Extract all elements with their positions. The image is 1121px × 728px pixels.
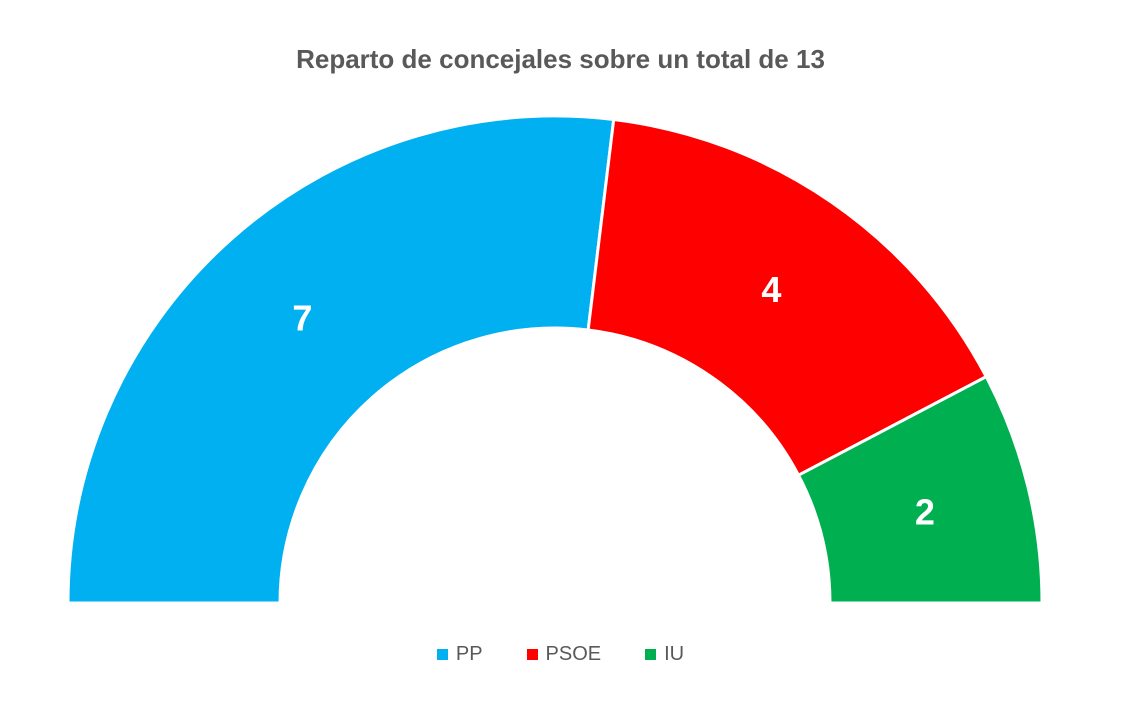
legend-item-pp: PP — [436, 643, 483, 666]
data-label-pp: 7 — [292, 297, 312, 338]
slice-pp — [66, 114, 616, 605]
legend-swatch — [436, 649, 448, 660]
data-label-iu: 2 — [915, 491, 935, 532]
data-label-psoe: 4 — [761, 269, 781, 310]
chart-title: Reparto de concejales sobre un total de … — [296, 44, 825, 74]
legend-label: IU — [664, 643, 685, 665]
legend-swatch — [645, 649, 657, 660]
legend-label: PP — [455, 643, 483, 665]
slice-iu — [796, 374, 1044, 605]
legend-label: PSOE — [545, 643, 602, 665]
legend-swatch — [526, 649, 538, 660]
slice-psoe — [586, 117, 989, 478]
legend-item-iu: IU — [645, 643, 684, 666]
legend: PP PSOE IU — [0, 643, 1121, 666]
legend-item-psoe: PSOE — [526, 643, 602, 666]
